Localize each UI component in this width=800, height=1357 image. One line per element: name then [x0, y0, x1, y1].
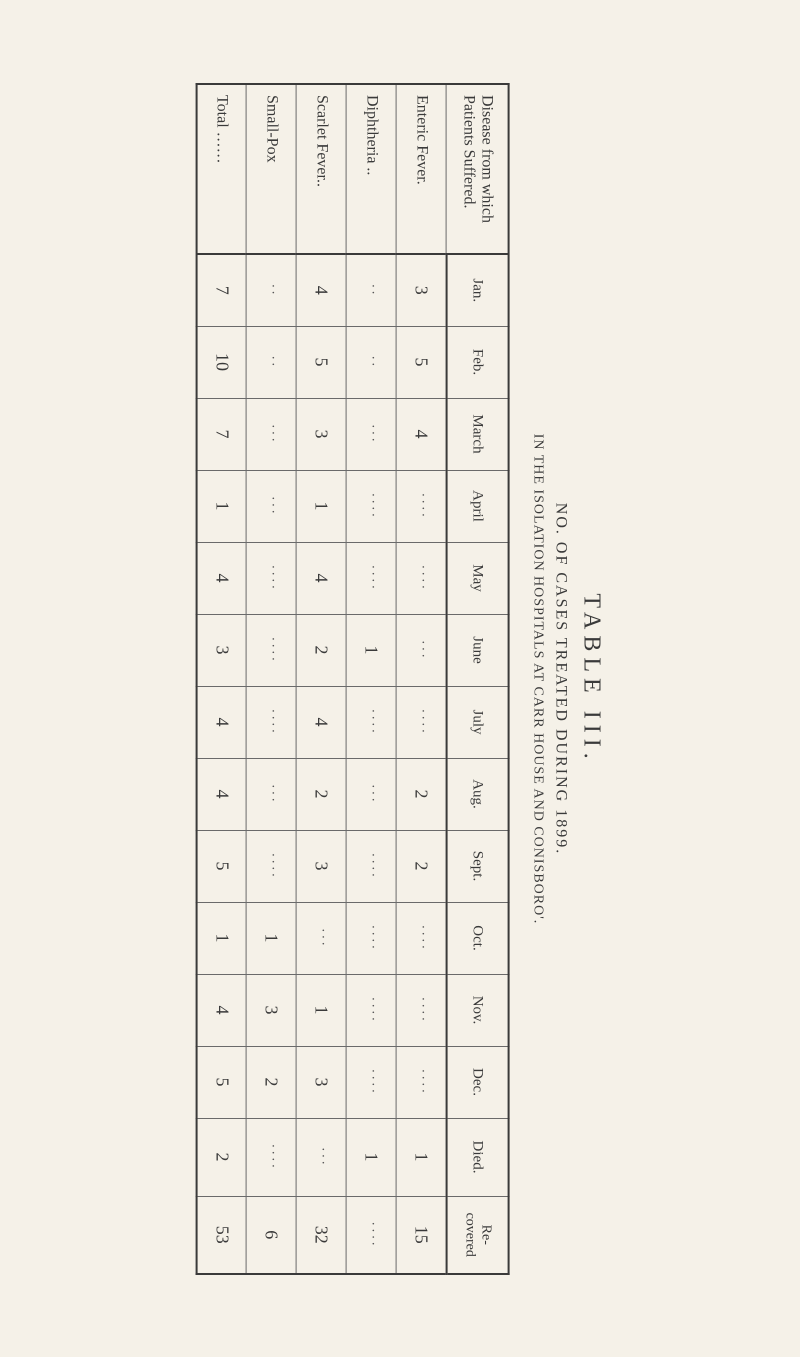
table-cell: 1 [296, 470, 346, 542]
table-cell [346, 1196, 396, 1274]
col-header-oct: Oct. [446, 902, 508, 974]
row-label: Diphtheria .. [346, 84, 396, 254]
table-cell: 2 [196, 1118, 246, 1196]
col-header-jan: Jan. [446, 254, 508, 326]
table-cell: 5 [196, 1046, 246, 1118]
table-cell [246, 470, 296, 542]
table-cell: 1 [196, 902, 246, 974]
col-header-may: May [446, 542, 508, 614]
table-cell: 2 [396, 830, 446, 902]
table-cell [396, 686, 446, 758]
table-cell [246, 398, 296, 470]
table-cell: 4 [296, 254, 346, 326]
table-cell: 4 [196, 758, 246, 830]
table-cell: 3 [246, 974, 296, 1046]
table-cell [246, 542, 296, 614]
table-cell [246, 758, 296, 830]
table-cell: 15 [396, 1196, 446, 1274]
table-cell: 4 [196, 686, 246, 758]
table-cell: 4 [396, 398, 446, 470]
table-subtitle: NO. OF CASES TREATED DURING 1899. [552, 79, 570, 1279]
table-cell: 1 [196, 470, 246, 542]
table-cell [346, 902, 396, 974]
table-cell [246, 326, 296, 398]
table-cell: 3 [296, 398, 346, 470]
col-header-dec: Dec. [446, 1046, 508, 1118]
col-header-jul: July [446, 686, 508, 758]
table-cell [346, 326, 396, 398]
table-cell: 4 [196, 542, 246, 614]
col-header-mar: March [446, 398, 508, 470]
table-cell [346, 398, 396, 470]
table-cell [346, 974, 396, 1046]
table-cell [346, 470, 396, 542]
table-cell: 3 [196, 614, 246, 686]
table-cell [396, 974, 446, 1046]
table-cell: 1 [396, 1118, 446, 1196]
table-cell: 3 [396, 254, 446, 326]
table-cell: 2 [296, 758, 346, 830]
table-cell [246, 686, 296, 758]
table-cell [396, 614, 446, 686]
table-cell: 2 [296, 614, 346, 686]
table-cell [346, 542, 396, 614]
table-cell: 6 [246, 1196, 296, 1274]
col-header-feb: Feb. [446, 326, 508, 398]
table-cell: 10 [196, 326, 246, 398]
table-cell: 4 [296, 542, 346, 614]
table-cell [346, 830, 396, 902]
table-cell: 1 [346, 1118, 396, 1196]
table-cell [346, 254, 396, 326]
col-header-sep: Sept. [446, 830, 508, 902]
table-cell: 2 [246, 1046, 296, 1118]
col-header-jun: June [446, 614, 508, 686]
table-cell: 1 [296, 974, 346, 1046]
table-cell: 1 [346, 614, 396, 686]
table-cell [296, 902, 346, 974]
table-cell [396, 542, 446, 614]
table-cell: 53 [196, 1196, 246, 1274]
row-label: Scarlet Fever.. [296, 84, 346, 254]
table-cell: 2 [396, 758, 446, 830]
table-body-line: IN THE ISOLATION HOSPITALS AT CARR HOUSE… [530, 79, 546, 1279]
col-header-recov: Re-covered [446, 1196, 508, 1274]
cases-table: Disease from which Patients Suffered.Jan… [195, 83, 509, 1275]
col-header-aug: Aug. [446, 758, 508, 830]
col-header-apr: April [446, 470, 508, 542]
table-cell: 3 [296, 1046, 346, 1118]
table-cell [346, 1046, 396, 1118]
table-cell [246, 254, 296, 326]
col-header-nov: Nov. [446, 974, 508, 1046]
table-cell [246, 614, 296, 686]
table-cell [346, 758, 396, 830]
table-cell: 4 [196, 974, 246, 1046]
table-cell: 7 [196, 398, 246, 470]
table-cell: 3 [296, 830, 346, 902]
table-cell: 1 [246, 902, 296, 974]
table-cell [346, 686, 396, 758]
table-cell [246, 1118, 296, 1196]
table-cell [396, 1046, 446, 1118]
row-header-label: Disease from which Patients Suffered. [446, 84, 508, 254]
row-label: Enteric Fever. [396, 84, 446, 254]
table-cell: 5 [296, 326, 346, 398]
table-cell: 4 [296, 686, 346, 758]
table-cell: 5 [396, 326, 446, 398]
table-number-title: TABLE III. [578, 79, 605, 1279]
table-cell [396, 902, 446, 974]
table-cell [296, 1118, 346, 1196]
col-header-died: Died. [446, 1118, 508, 1196]
row-label: Total …… [196, 84, 246, 254]
row-label: Small-Pox [246, 84, 296, 254]
table-cell [246, 830, 296, 902]
table-cell [396, 470, 446, 542]
table-cell: 32 [296, 1196, 346, 1274]
table-cell: 7 [196, 254, 246, 326]
table-cell: 5 [196, 830, 246, 902]
